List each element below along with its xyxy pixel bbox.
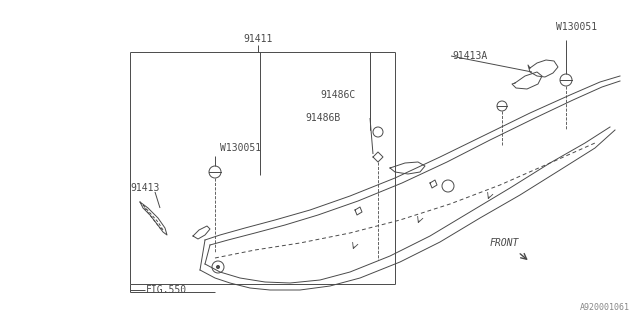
Text: FIG.550: FIG.550 <box>146 285 187 295</box>
Text: W130051: W130051 <box>556 22 598 32</box>
Text: 91486C: 91486C <box>320 90 355 100</box>
Text: 91411: 91411 <box>243 34 273 44</box>
Text: FRONT: FRONT <box>490 238 520 248</box>
Text: 91413A: 91413A <box>452 51 487 61</box>
Circle shape <box>216 266 220 268</box>
Text: A920001061: A920001061 <box>580 303 630 312</box>
Text: 91413: 91413 <box>130 183 159 193</box>
Text: 91486B: 91486B <box>305 113 340 123</box>
Text: W130051: W130051 <box>220 143 261 153</box>
